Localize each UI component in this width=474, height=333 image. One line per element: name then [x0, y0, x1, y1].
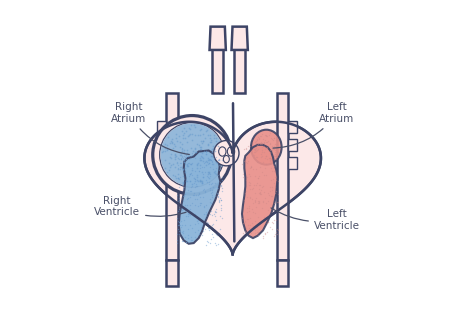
Polygon shape: [157, 139, 166, 151]
Polygon shape: [179, 151, 220, 244]
Polygon shape: [289, 121, 297, 133]
Ellipse shape: [228, 147, 235, 156]
Polygon shape: [157, 121, 166, 133]
Polygon shape: [289, 157, 297, 169]
Polygon shape: [277, 260, 289, 286]
Circle shape: [160, 123, 224, 186]
Polygon shape: [166, 93, 178, 260]
Polygon shape: [210, 27, 226, 50]
Text: Right
Ventricle: Right Ventricle: [94, 196, 186, 217]
Circle shape: [214, 141, 239, 166]
Polygon shape: [212, 40, 223, 93]
Circle shape: [153, 116, 231, 194]
Ellipse shape: [223, 156, 229, 163]
Polygon shape: [289, 139, 297, 151]
Text: Right
Atrium: Right Atrium: [111, 103, 189, 155]
Polygon shape: [157, 157, 166, 169]
Text: Left
Ventricle: Left Ventricle: [271, 208, 360, 230]
Circle shape: [160, 123, 224, 187]
Polygon shape: [277, 93, 289, 260]
Polygon shape: [166, 260, 178, 286]
Ellipse shape: [251, 130, 282, 165]
Polygon shape: [145, 122, 321, 254]
Polygon shape: [234, 40, 245, 93]
Ellipse shape: [219, 147, 226, 156]
Polygon shape: [231, 27, 248, 50]
Text: Left
Atrium: Left Atrium: [273, 103, 355, 148]
Polygon shape: [242, 145, 278, 238]
